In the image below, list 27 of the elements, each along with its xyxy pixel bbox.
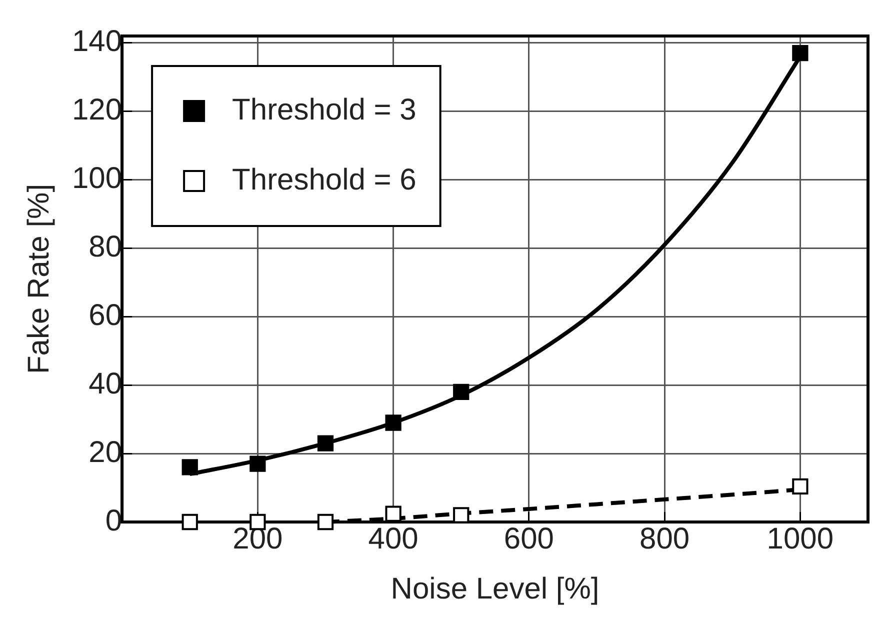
y-tick-label: 140 xyxy=(72,25,122,58)
x-tick-label: 800 xyxy=(640,522,690,556)
y-tick-label: 0 xyxy=(105,504,122,538)
y-tick-label: 80 xyxy=(88,230,122,264)
x-tick-label: 400 xyxy=(368,522,418,556)
x-tick-label: 600 xyxy=(504,522,554,556)
x-axis-title: Noise Level [%] xyxy=(390,572,600,606)
point xyxy=(792,478,808,494)
y-tick-label: 100 xyxy=(72,162,122,196)
point xyxy=(385,414,402,431)
y-axis-title: Fake Rate [%] xyxy=(22,184,56,374)
legend-label: Threshold = 3 xyxy=(232,93,416,126)
point xyxy=(182,459,198,476)
point xyxy=(453,384,470,400)
y-tick-label: 40 xyxy=(88,367,122,400)
x-tick-label: 1000 xyxy=(766,522,834,556)
point xyxy=(250,456,266,472)
point xyxy=(182,514,198,530)
point xyxy=(453,507,470,524)
y-tick-label: 20 xyxy=(88,436,122,469)
y-tick-label: 120 xyxy=(72,94,122,127)
point xyxy=(317,435,334,452)
legend-label: Threshold = 6 xyxy=(232,163,416,196)
y-tick-label: 60 xyxy=(88,298,122,332)
point xyxy=(792,45,808,62)
point xyxy=(317,514,334,530)
point xyxy=(385,506,402,522)
